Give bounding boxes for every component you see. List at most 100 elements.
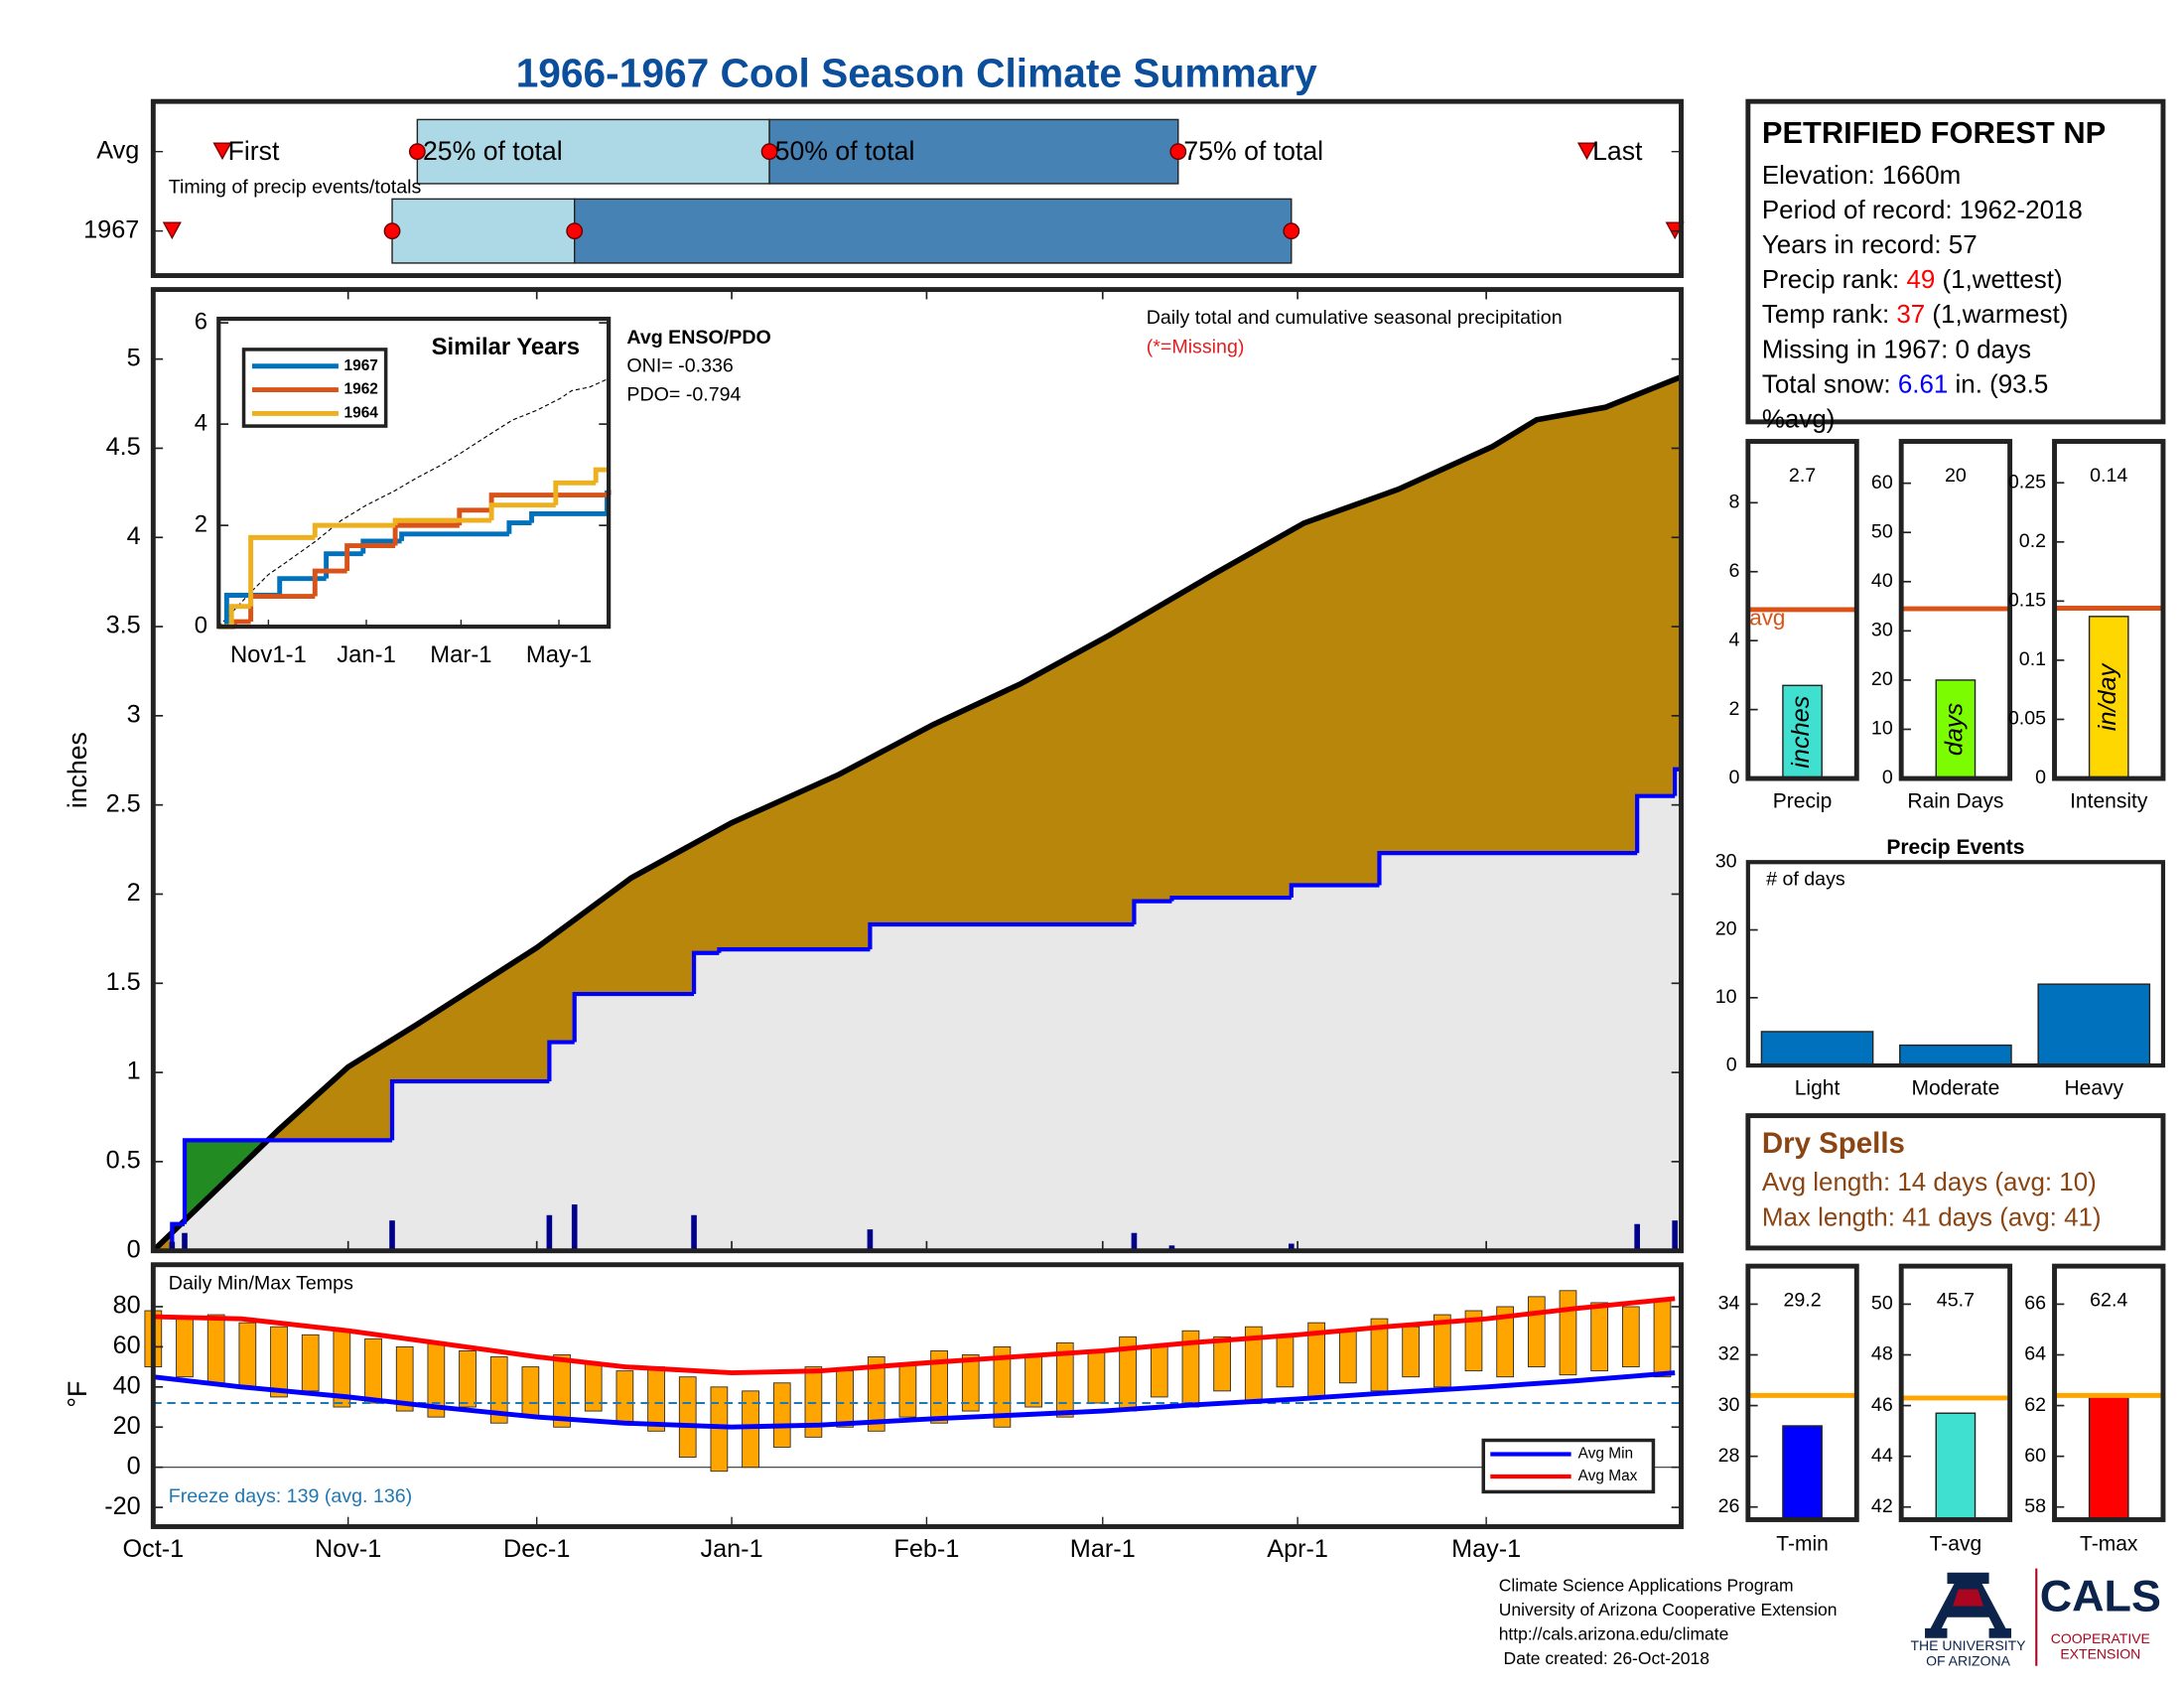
- logo-text: THE UNIVERSITY: [1911, 1637, 2027, 1653]
- page-title: 1966-1967 Cool Season Climate Summary: [516, 51, 1317, 96]
- y-tick-label: 0: [1726, 1054, 1737, 1075]
- info-segment: Elevation: 1660m: [1762, 162, 1961, 190]
- y-tick-label: 60: [2024, 1445, 2046, 1467]
- x-tick-label: Oct-1: [122, 1535, 184, 1563]
- y-tick-label: 20: [1715, 918, 1737, 940]
- unit-label: in/day: [2094, 662, 2121, 731]
- y-tick-label: 1.5: [106, 968, 141, 996]
- panel-frame: [1898, 439, 2013, 781]
- footer-line: Climate Science Applications Program: [1499, 1575, 1794, 1595]
- panel-frame: [1898, 1263, 2013, 1522]
- temp-range-bar: [898, 1362, 917, 1418]
- y-tick-label: 4.5: [106, 433, 141, 461]
- panel-frame: [150, 287, 1684, 1254]
- panel-frame: [216, 316, 612, 630]
- y-tick-label: 10: [1871, 718, 1893, 740]
- step-segment: [277, 576, 327, 596]
- temp-range-bar: [1621, 1306, 1640, 1368]
- bar: [1782, 684, 1823, 779]
- info-line: Years in record: 57: [1762, 231, 1978, 259]
- y-tick-label: 40: [1871, 570, 1893, 592]
- temp-range-bar: [993, 1345, 1012, 1428]
- logo: [1925, 1568, 2038, 1666]
- y-tick-label: 28: [1718, 1445, 1740, 1467]
- daily-bar: [169, 1241, 176, 1251]
- temp-range-bar: [836, 1370, 854, 1428]
- dry-spells-line: Max length: 41 days (avg: 41): [1762, 1203, 2102, 1231]
- step-segment: [717, 947, 871, 953]
- y-axis-label: °F: [63, 1381, 92, 1408]
- enso-annotation: Avg ENSO/PDO: [626, 327, 770, 349]
- y-tick-label: 0: [1882, 767, 1893, 788]
- value-label: 2.7: [1789, 465, 1816, 487]
- temp-range-bar: [1150, 1345, 1168, 1398]
- timing-marker: [383, 222, 401, 240]
- temp-range-bar: [1024, 1356, 1042, 1408]
- temp-range-bar: [1590, 1302, 1608, 1372]
- temp-caption: Daily Min/Max Temps: [169, 1273, 353, 1295]
- legend-label: 1964: [344, 405, 379, 422]
- y-tick-label: 6: [1729, 560, 1740, 582]
- panel-frame: [1745, 439, 1859, 781]
- daily-bar: [182, 1232, 188, 1251]
- y-tick-label: 3.5: [106, 612, 141, 639]
- y-tick-label: 50: [1871, 520, 1893, 542]
- x-tick-label: Jan-1: [700, 1535, 762, 1563]
- y-tick-label: 62: [2024, 1394, 2046, 1416]
- avg-cumulative-line: [151, 373, 1683, 1253]
- y-tick-label: 0.2: [2019, 530, 2046, 552]
- unit-label: days: [1941, 702, 1969, 756]
- y-tick-label: 2.5: [106, 789, 141, 817]
- y-tick-label: 5: [127, 344, 141, 371]
- step-segment: [312, 568, 347, 597]
- bar: [1782, 1425, 1823, 1521]
- step-segment: [488, 502, 556, 521]
- daily-bar: [1131, 1232, 1138, 1251]
- temp-range-bar: [1276, 1334, 1295, 1388]
- y-tick-label: 30: [1718, 1394, 1740, 1416]
- y-tick-label: -20: [104, 1492, 141, 1520]
- info-segment: Precip rank:: [1762, 266, 1907, 294]
- y-tick-label: 40: [113, 1371, 141, 1399]
- info-segment: 49: [1906, 266, 1935, 294]
- bar: [2037, 983, 2151, 1066]
- step-segment: [389, 1078, 550, 1141]
- step-segment: [344, 543, 396, 572]
- timing-row-label: 1967: [83, 215, 139, 243]
- y-tick-label: 50: [1871, 1293, 1893, 1315]
- logo-text: EXTENSION: [2060, 1645, 2140, 1661]
- daily-bar: [389, 1220, 395, 1251]
- step-segment: [506, 520, 532, 534]
- logo-cals: CALS: [2040, 1570, 2161, 1620]
- logo-a-inner: [1953, 1589, 1983, 1607]
- y-tick-label: 0.25: [2008, 471, 2046, 492]
- dry-spells-box: [1745, 1113, 2166, 1251]
- y-tick-label: 26: [1718, 1495, 1740, 1517]
- x-tick-label: May-1: [526, 641, 592, 668]
- info-segment: Total snow:: [1762, 370, 1898, 398]
- logo-text: OF ARIZONA: [1926, 1652, 2011, 1668]
- station-name: PETRIFIED FOREST NP: [1762, 115, 2106, 150]
- x-tick-label: Feb-1: [893, 1535, 959, 1563]
- timing-box-upper: [574, 198, 1293, 264]
- bar: [2088, 1394, 2129, 1521]
- y-tick-label: 0.1: [2019, 648, 2046, 670]
- y-tick-label: 0: [195, 612, 207, 638]
- y-tick-label: 3: [127, 701, 141, 729]
- info-line: Total snow: 6.61 in. (93.5: [1762, 370, 2048, 398]
- value-label: 45.7: [1937, 1289, 1975, 1311]
- y-tick-label: 1: [127, 1057, 141, 1085]
- info-box: [1745, 98, 2166, 425]
- temp-range-bar: [1370, 1318, 1389, 1392]
- enso-annotation: PDO= -0.794: [626, 383, 741, 405]
- annotation: (*=Missing): [1147, 337, 1245, 358]
- y-tick-label: 4: [1729, 629, 1740, 650]
- y-tick-label: 80: [113, 1292, 141, 1320]
- step-segment: [1635, 793, 1676, 854]
- timing-marker: [566, 222, 584, 240]
- y-tick-label: 0: [127, 1235, 141, 1263]
- step-segment: [547, 1040, 575, 1082]
- timing-event-label: First: [228, 136, 280, 166]
- temp-range-bar: [301, 1334, 320, 1392]
